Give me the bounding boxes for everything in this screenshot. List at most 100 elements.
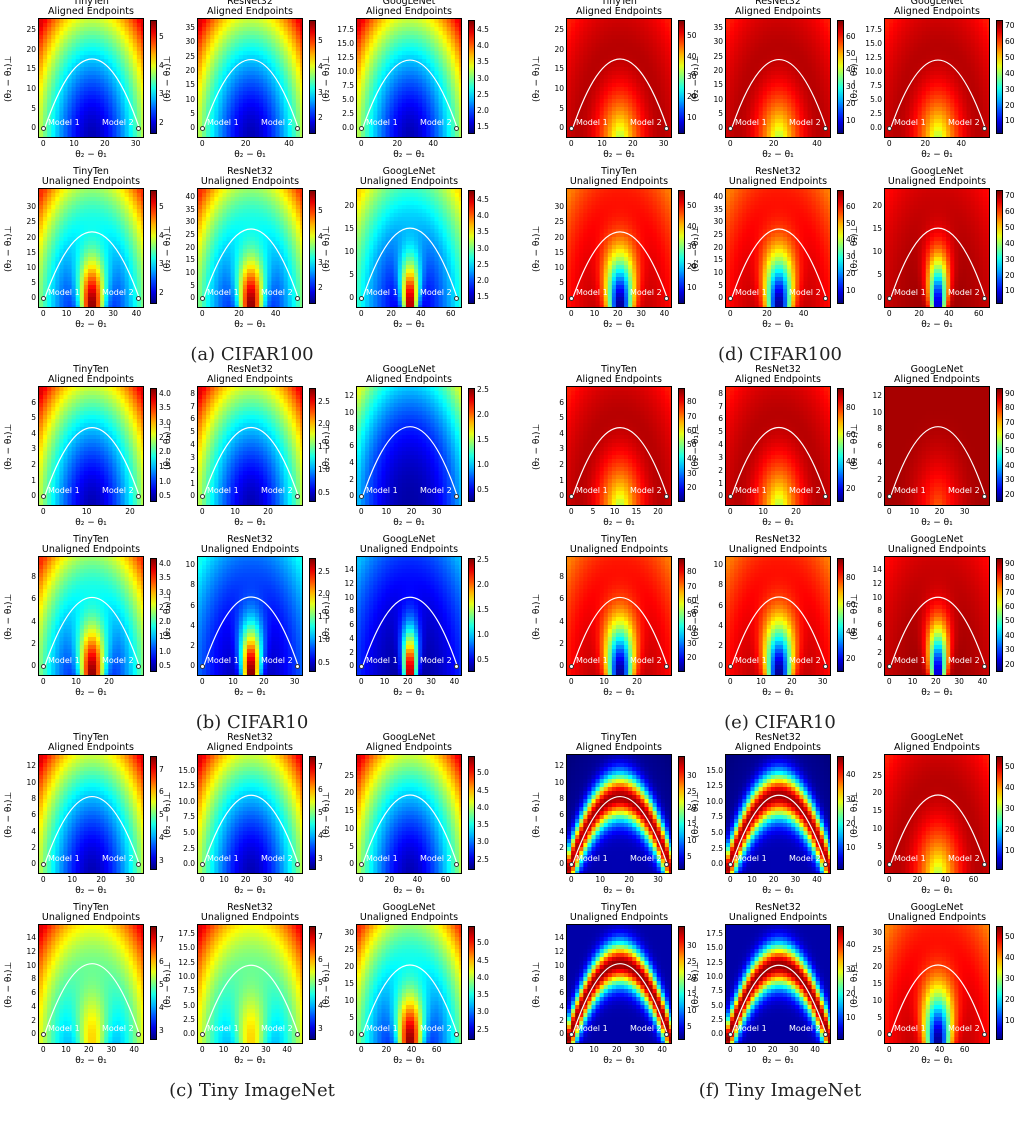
heatmap-cell (410, 261, 415, 266)
heatmap-cell (291, 213, 297, 218)
heatmap-cell (120, 273, 126, 278)
heatmap-cell (124, 297, 130, 302)
heatmap-cell (365, 95, 370, 100)
heatmap-cell (120, 99, 126, 104)
heatmap-cell (410, 305, 415, 307)
heatmap-cell (393, 205, 399, 210)
heatmap-cell (446, 71, 452, 76)
heatmap-cell (230, 35, 236, 40)
heatmap-cell (251, 237, 256, 242)
heatmap-cell (255, 27, 260, 32)
heatmap-cell (422, 245, 427, 250)
heatmap-cell (92, 91, 97, 96)
heatmap-cell (275, 111, 281, 116)
heatmap-cell (255, 253, 260, 258)
heatmap-cell (234, 87, 240, 92)
heatmap-cell (140, 265, 143, 270)
heatmap-cell (83, 253, 89, 258)
heatmap-cell (438, 233, 444, 238)
heatmap-cell (430, 217, 436, 222)
heatmap-cell (230, 115, 236, 120)
heatmap-cell (624, 27, 629, 32)
heatmap-cell (291, 63, 297, 68)
heatmap-cell (112, 79, 118, 84)
heatmap-cell (381, 293, 387, 298)
heatmap-cell (226, 301, 232, 306)
heatmap-cell (206, 131, 211, 136)
heatmap-cell (438, 67, 444, 72)
y-tick-label: 15 (175, 256, 195, 264)
colorbar-tick-label: 2 (318, 114, 323, 122)
heatmap-cell (202, 91, 207, 96)
heatmap-cell (422, 285, 427, 290)
heatmap-cell (96, 201, 101, 206)
heatmap-cell (438, 27, 444, 32)
heatmap-cell (59, 83, 65, 88)
heatmap-cell (128, 67, 134, 72)
heatmap-cell (112, 99, 118, 104)
heatmap-cell (124, 71, 130, 76)
heatmap-cell (108, 189, 113, 194)
heatmap-cell (259, 131, 264, 136)
heatmap-cell (357, 197, 362, 202)
heatmap-cell (434, 301, 440, 306)
heatmap-cell (410, 95, 415, 100)
heatmap-cell (414, 51, 419, 56)
heatmap-cell (361, 229, 366, 234)
heatmap-cell (242, 51, 248, 56)
heatmap-cell (202, 273, 207, 278)
heatmap-cell (405, 233, 411, 238)
heatmap-cell (136, 197, 142, 202)
heatmap-cell (39, 269, 44, 274)
heatmap-cell (446, 23, 452, 28)
heatmap-cell (71, 19, 77, 24)
heatmap-canvas (198, 19, 302, 137)
heatmap-cell (644, 27, 650, 32)
heatmap-cell (377, 189, 383, 194)
heatmap-cell (385, 123, 391, 128)
heatmap-cell (259, 301, 264, 306)
heatmap-cell (434, 221, 440, 226)
heatmap-cell (397, 47, 403, 52)
heatmap-cell (442, 23, 448, 28)
heatmap-cell (414, 273, 419, 278)
y-tick-label: 25 (16, 218, 36, 226)
heatmap-cell (124, 55, 130, 60)
heatmap-cell (668, 27, 671, 32)
heatmap-cell (299, 201, 302, 206)
heatmap-cell (132, 79, 138, 84)
heatmap-cell (51, 23, 56, 28)
heatmap-cell (397, 127, 403, 132)
heatmap-cell (39, 27, 44, 32)
heatmap-cell (108, 241, 113, 246)
heatmap-cell (112, 115, 118, 120)
heatmap-cell (299, 289, 302, 294)
heatmap-cell (283, 209, 289, 214)
heatmap-cell (51, 135, 56, 137)
heatmap-cell (92, 19, 97, 24)
heatmap-cell (47, 19, 52, 24)
heatmap-cell (401, 301, 407, 306)
heatmap-cell (271, 27, 277, 32)
heatmap-cell (259, 221, 264, 226)
heatmap-cell (446, 265, 452, 270)
heatmap-cell (401, 107, 407, 112)
heatmap-cell (446, 75, 452, 80)
heatmap-cell (120, 95, 126, 100)
heatmap-cell (385, 225, 391, 230)
heatmap-cell (108, 59, 113, 64)
heatmap-cell (39, 197, 44, 202)
heatmap-cell (426, 225, 431, 230)
heatmap-cell (51, 71, 56, 76)
heatmap-cell (51, 249, 56, 254)
heatmap-cell (632, 23, 637, 28)
heatmap-cell (668, 19, 671, 24)
heatmap-cell (87, 103, 93, 108)
heatmap-cell (381, 39, 387, 44)
heatmap-cell (271, 301, 277, 306)
heatmap-cell (283, 197, 289, 202)
heatmap-cell (442, 67, 448, 72)
heatmap-cell (299, 277, 302, 282)
heatmap-cell (128, 289, 134, 294)
heatmap-cell (442, 51, 448, 56)
